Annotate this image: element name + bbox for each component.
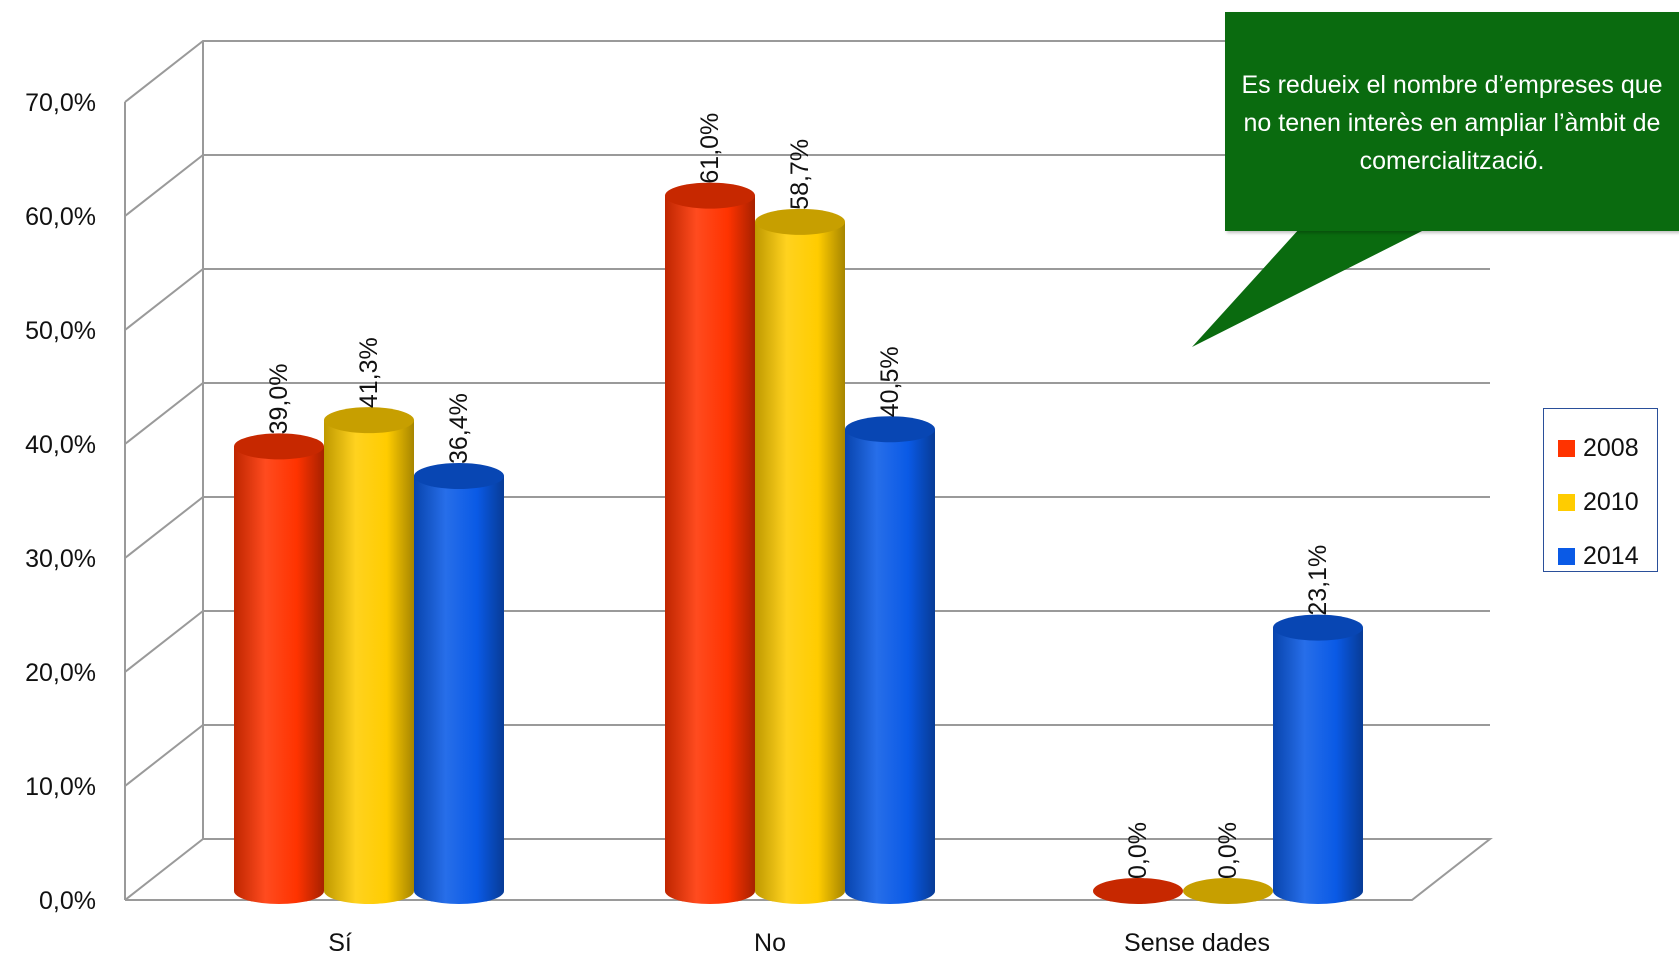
data-label: 40,5% [876,346,904,417]
data-label: 41,3% [355,337,383,408]
gridline [124,268,1490,331]
legend: 2008 2010 2014 [1543,408,1658,572]
bar-top [665,182,755,209]
gridline [124,382,1490,445]
data-label: 0,0% [1214,822,1242,879]
bar-top [414,463,504,490]
x-axis-categories: Sí No Sense dades [328,929,1270,956]
bar-top [234,433,324,460]
bar-body [324,420,414,904]
bar-2010-2 [1183,878,1273,904]
legend-swatch-2008 [1558,439,1575,457]
bar-2014-0 [414,463,504,904]
legend-label-2010: 2010 [1583,487,1639,516]
bar-2014-1 [845,416,935,904]
bar-top [1273,614,1363,641]
y-tick-label: 60,0% [25,203,96,231]
gridline [124,724,1490,787]
bar-2014-2 [1273,614,1363,904]
x-category-label: No [754,929,786,956]
bar-2008-2 [1093,878,1183,904]
bar-top [845,416,935,443]
bar-body [414,476,504,904]
bar-top [324,407,414,434]
y-tick-label: 0,0% [39,887,96,915]
data-label: 0,0% [1124,822,1152,879]
x-category-label: Sí [328,929,352,956]
floor [124,838,1493,901]
legend-item-2014: 2014 [1558,529,1657,583]
bar-2008-1 [665,182,755,905]
gridline [124,154,1490,217]
bar-2010-1 [755,208,845,904]
y-tick-label: 70,0% [25,89,96,117]
bar-2008-0 [234,433,324,904]
gridline [124,496,1490,559]
gridlines [124,40,1493,901]
legend-swatch-2010 [1558,493,1575,511]
x-category-label: Sense dades [1124,929,1270,956]
bar-body [234,446,324,904]
data-label: 58,7% [786,139,814,210]
legend-item-2008: 2008 [1558,421,1657,475]
y-tick-label: 50,0% [25,317,96,345]
data-label: 23,1% [1304,545,1332,616]
bar-body [1273,627,1363,904]
gridline [124,610,1490,673]
bar-2010-0 [324,407,414,904]
data-label: 39,0% [265,364,293,435]
bar-body [845,429,935,904]
bar-body [665,195,755,905]
bar-top [755,208,845,235]
bar-top [1183,878,1273,904]
gridline [124,40,1490,103]
y-axis-ticks: 0,0% 10,0% 20,0% 30,0% 40,0% 50,0% 60,0% 70,0% [25,89,96,915]
annotation-callout: Es redueix el nombre d’empreses que no t… [1225,12,1679,231]
bar-body [755,221,845,904]
y-tick-label: 40,0% [25,431,96,459]
legend-item-2010: 2010 [1558,475,1657,529]
y-tick-label: 30,0% [25,545,96,573]
bar-top [1093,878,1183,904]
data-labels: 39,0% 41,3% 36,4% 61,0% 58,7% 40,5% 0,0% 0,0% 23… [265,113,1332,879]
legend-swatch-2014 [1558,547,1575,565]
y-tick-label: 10,0% [25,773,96,801]
data-label: 36,4% [445,393,473,464]
bars [234,182,1363,905]
data-label: 61,0% [696,113,724,184]
callout-text: Es redueix el nombre d’empreses que no t… [1241,71,1663,175]
legend-label-2014: 2014 [1583,541,1639,570]
legend-label-2008: 2008 [1583,433,1639,462]
y-tick-label: 20,0% [25,659,96,687]
